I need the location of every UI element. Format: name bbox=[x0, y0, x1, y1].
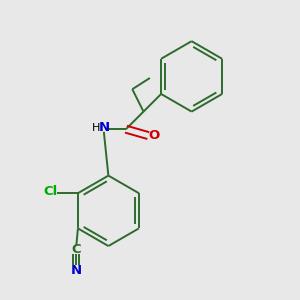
Text: N: N bbox=[71, 265, 82, 278]
Text: N: N bbox=[99, 122, 110, 134]
Text: C: C bbox=[71, 243, 81, 256]
Text: Cl: Cl bbox=[43, 185, 57, 198]
Text: H: H bbox=[92, 123, 100, 133]
Text: O: O bbox=[148, 129, 160, 142]
